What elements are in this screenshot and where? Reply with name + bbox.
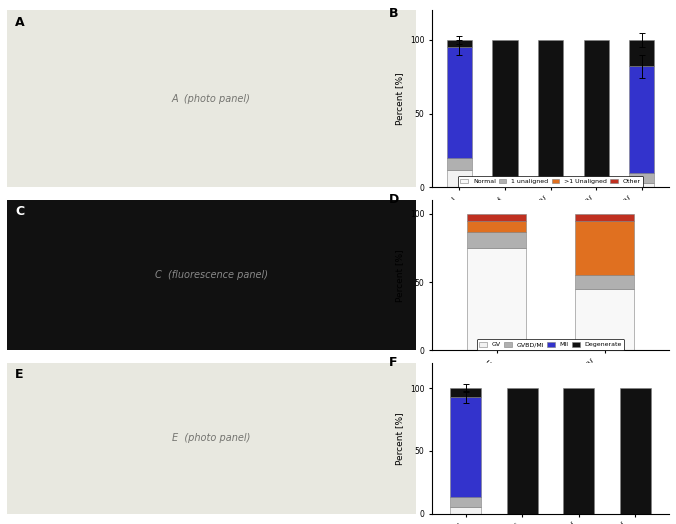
Bar (629, 40, 654, 67)
Bar (629, 67, 654, 172)
Bar (450, 497, 481, 507)
Text: A: A (15, 16, 24, 29)
Text: E  (photo panel): E (photo panel) (172, 433, 251, 443)
Bar (620, 388, 651, 514)
Legend: GV, GVBD/MI, MII, Degenerate: GV, GVBD/MI, MII, Degenerate (477, 339, 625, 350)
Bar (575, 214, 634, 221)
Text: F: F (389, 356, 397, 369)
Bar (629, 183, 654, 188)
Bar (467, 248, 527, 351)
Bar (447, 158, 472, 170)
Y-axis label: Percent [%]: Percent [%] (395, 249, 404, 302)
Bar (450, 397, 481, 497)
Bar (467, 214, 527, 221)
Y-axis label: Percent [%]: Percent [%] (395, 73, 404, 125)
Text: E: E (15, 368, 24, 380)
Bar (492, 40, 518, 188)
Text: A  (photo panel): A (photo panel) (172, 94, 251, 104)
Bar (563, 388, 594, 514)
Bar (447, 170, 472, 188)
Text: B: B (389, 7, 399, 20)
Bar (538, 40, 563, 188)
Bar (507, 388, 538, 514)
Bar (575, 289, 634, 351)
Bar (575, 221, 634, 275)
Bar (467, 232, 527, 248)
Bar (629, 172, 654, 183)
Legend: Normal, 1 unaligned, >1 Unaligned, Other: Normal, 1 unaligned, >1 Unaligned, Other (458, 176, 644, 187)
Text: C: C (15, 204, 24, 217)
Bar (450, 388, 481, 397)
Bar (450, 507, 481, 514)
Text: C  (fluorescence panel): C (fluorescence panel) (155, 270, 268, 280)
Bar (447, 47, 472, 158)
Y-axis label: Percent [%]: Percent [%] (395, 412, 404, 465)
Bar (575, 275, 634, 289)
Bar (447, 40, 472, 47)
Text: D: D (389, 193, 400, 205)
Bar (583, 40, 609, 188)
Bar (467, 221, 527, 232)
